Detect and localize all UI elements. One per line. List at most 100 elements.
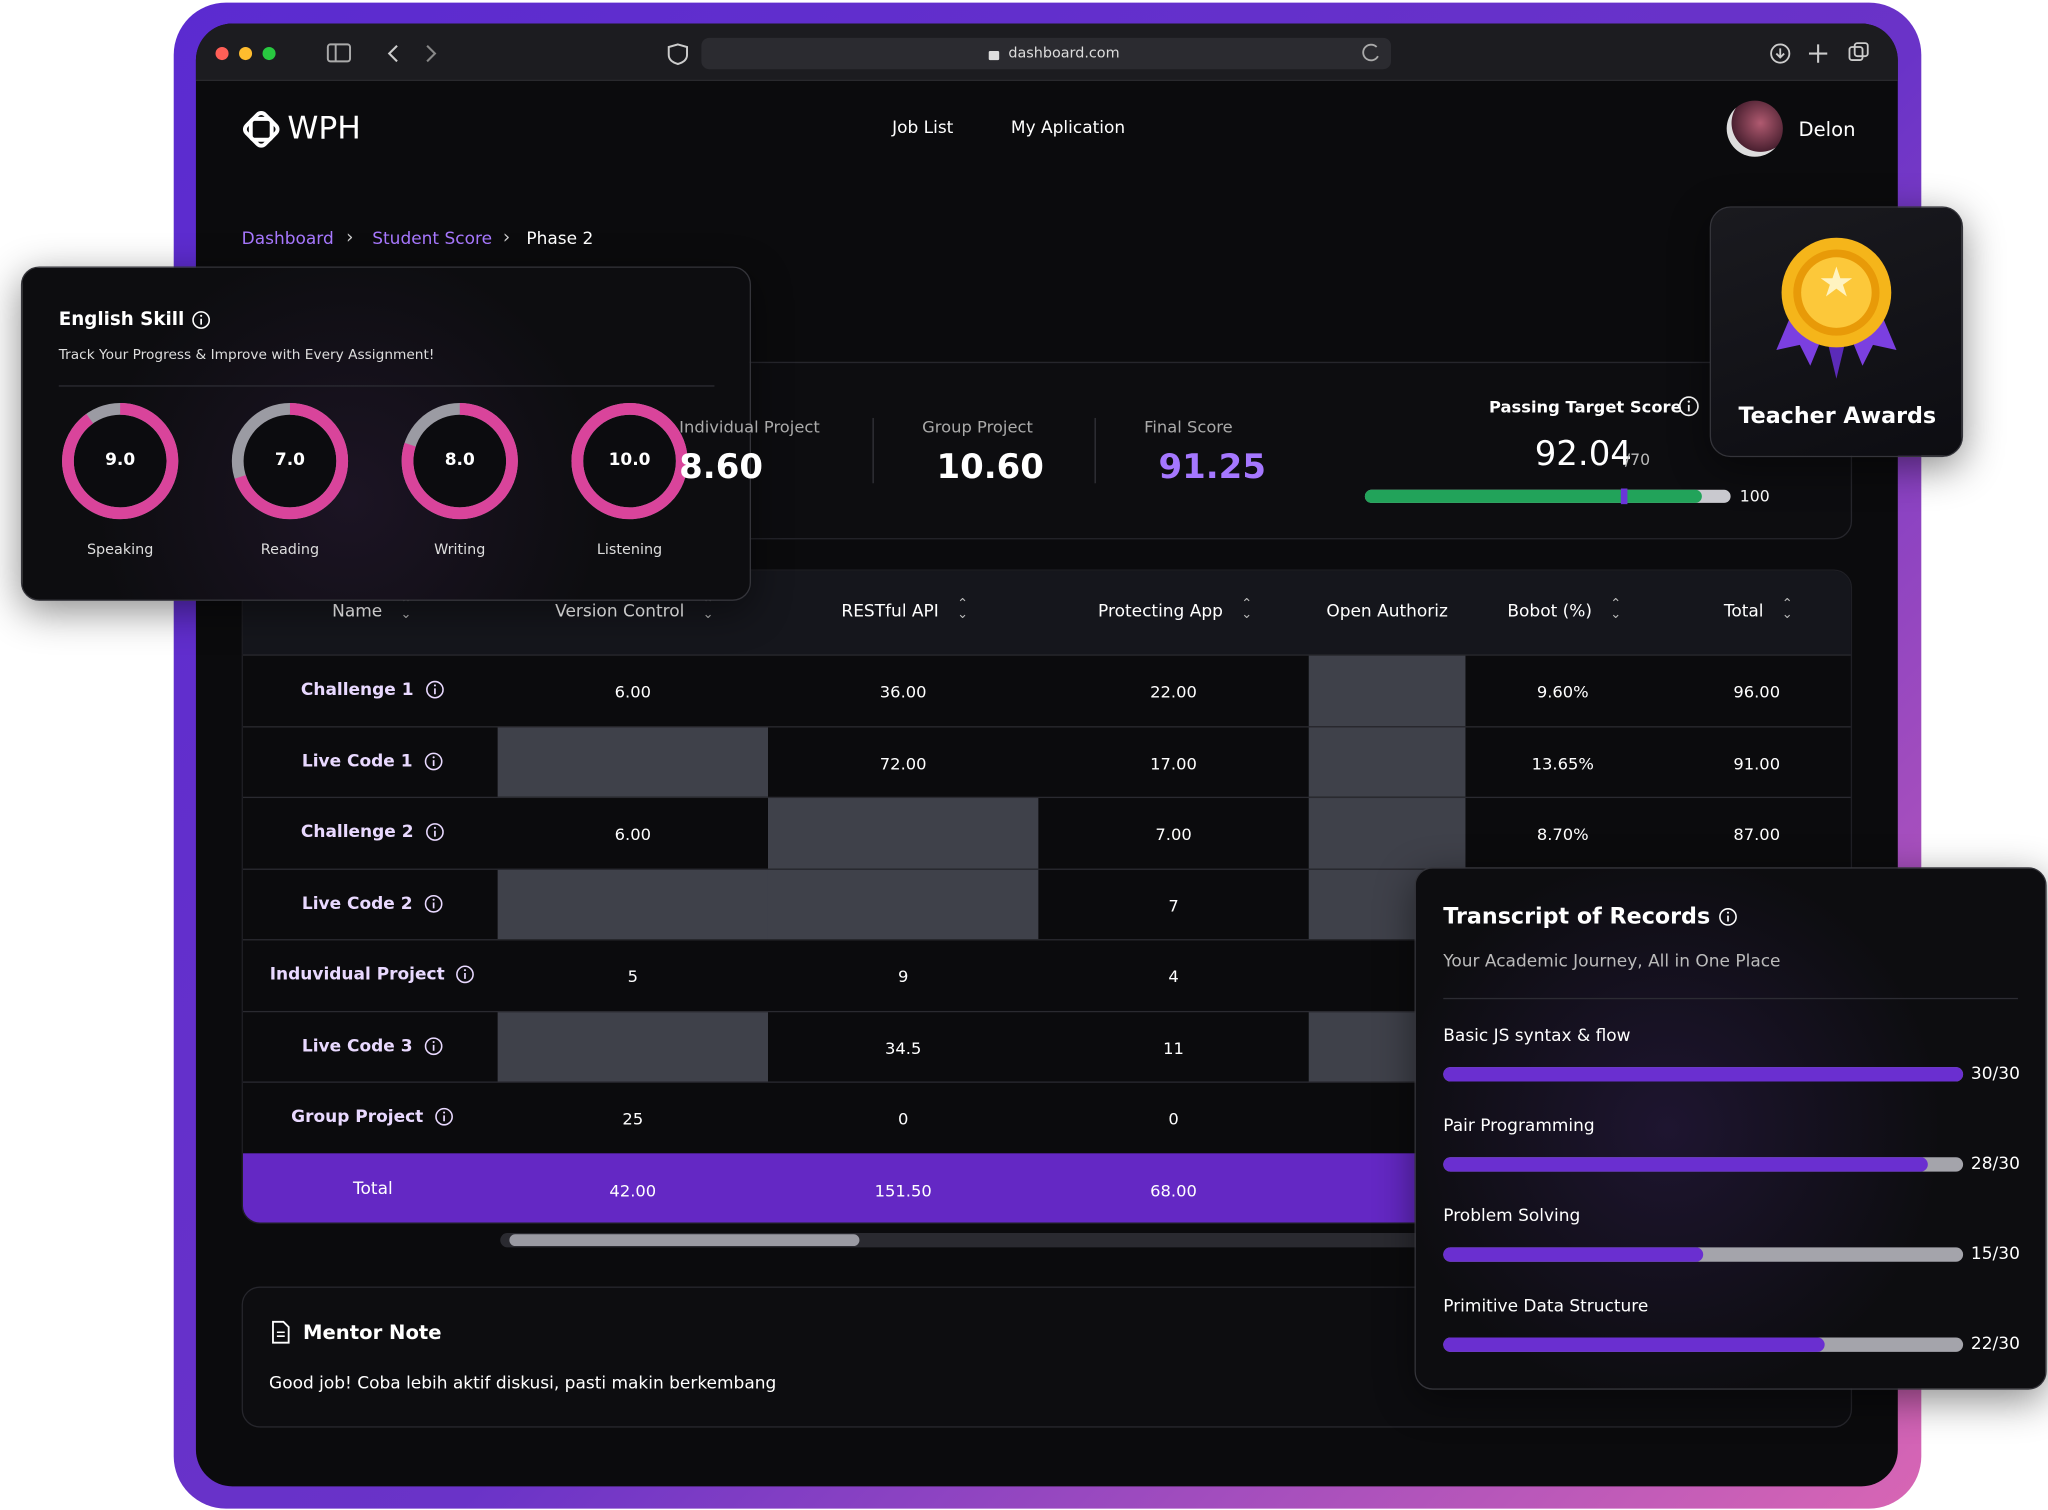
score-label: Final Score xyxy=(1144,416,1233,437)
info-icon[interactable] xyxy=(191,310,212,331)
info-icon[interactable] xyxy=(1718,906,1739,927)
browser-controls xyxy=(215,37,1869,70)
cell: 151.50 xyxy=(874,1180,932,1200)
cell: 0 xyxy=(1168,1108,1179,1129)
row-line xyxy=(242,796,1851,799)
row-name: Live Code 2 xyxy=(301,894,413,914)
logo-icon xyxy=(242,111,280,148)
column-header: Open Authoriz xyxy=(1326,602,1448,622)
score-label: Individual Project xyxy=(679,416,820,437)
scroll-thumb[interactable] xyxy=(509,1234,860,1247)
divider xyxy=(58,385,715,387)
row-name: Challenge 2 xyxy=(300,822,414,843)
note-icon xyxy=(272,1320,290,1344)
breadcrumb[interactable]: Dashboard xyxy=(241,229,334,250)
divider xyxy=(1094,417,1096,484)
target-value: 92.04 xyxy=(1534,434,1632,475)
cell: 9 xyxy=(897,966,909,987)
nav-link[interactable]: My Aplication xyxy=(1010,118,1126,139)
empty-cell xyxy=(1308,726,1466,797)
english-panel: English Skill Track Your Progress & Impro… xyxy=(20,266,752,601)
cell: 68.00 xyxy=(1150,1180,1197,1200)
empty-cell xyxy=(1308,655,1466,726)
skill-arc xyxy=(571,402,688,520)
empty-cell xyxy=(497,1011,768,1082)
nav-link[interactable]: Job List xyxy=(892,118,954,139)
skill-name: Writing xyxy=(434,540,486,558)
skill-ring xyxy=(401,402,518,520)
cell: 96.00 xyxy=(1733,681,1781,702)
course-name: Problem Solving xyxy=(1443,1206,1581,1227)
sort-icon: ⌃ ⌄ xyxy=(400,596,412,622)
empty-cell xyxy=(1308,798,1466,868)
course-score: 22/30 xyxy=(1970,1334,2020,1355)
cell: 5 xyxy=(627,966,638,987)
mentor-title: Mentor Note xyxy=(303,1320,442,1344)
skill-arc xyxy=(62,402,179,520)
row-line xyxy=(242,1010,1851,1012)
info-icon[interactable] xyxy=(423,750,444,771)
breadcrumb-sep: › xyxy=(502,227,511,249)
cell: 91.00 xyxy=(1733,752,1781,773)
logo-text[interactable]: WPH xyxy=(287,109,361,147)
cell: 6.00 xyxy=(614,824,651,844)
course-score: 15/30 xyxy=(1970,1244,2020,1265)
info-icon[interactable] xyxy=(424,822,445,843)
skill-ring xyxy=(62,402,179,520)
cell: 7.00 xyxy=(1155,824,1192,844)
score-value: 91.25 xyxy=(1158,447,1266,488)
row-name: Live Code 3 xyxy=(301,1036,413,1056)
course-score: 28/30 xyxy=(1970,1154,2020,1175)
panel-title: English Skill xyxy=(58,309,185,331)
sort-icon: ⌃ ⌄ xyxy=(1781,596,1793,622)
course-score: 30/30 xyxy=(1970,1064,2020,1085)
sort-icon: ⌃ ⌄ xyxy=(1241,596,1253,622)
skill-value: 8.0 xyxy=(444,450,475,471)
cell: 42.00 xyxy=(609,1180,657,1200)
column-header: Version Control xyxy=(555,602,685,622)
course-name: Primitive Data Structure xyxy=(1443,1296,1649,1317)
cell: 72.00 xyxy=(879,752,927,773)
panel-subtitle: Your Academic Journey, All in One Place xyxy=(1443,952,1781,972)
info-icon[interactable] xyxy=(434,1106,455,1127)
score-value: 8.60 xyxy=(679,447,763,488)
user-name[interactable]: Delon xyxy=(1798,117,1856,142)
skill-arc xyxy=(401,402,518,520)
cell: 7 xyxy=(1168,895,1179,915)
url[interactable]: dashboard.com xyxy=(1008,44,1120,62)
cell: 25 xyxy=(622,1108,644,1129)
target-fill xyxy=(1364,489,1702,503)
info-icon[interactable] xyxy=(423,893,444,914)
total-label: Total xyxy=(353,1178,393,1199)
cell: 13.65% xyxy=(1531,752,1594,773)
award-title: Teacher Awards xyxy=(1738,403,1937,430)
score-value: 10.60 xyxy=(936,447,1044,488)
avatar[interactable] xyxy=(1726,100,1783,157)
sort-icon: ⌃ ⌄ xyxy=(1610,596,1622,622)
row-line xyxy=(242,654,1851,656)
empty-cell xyxy=(497,726,768,797)
cell: 34.5 xyxy=(884,1037,922,1058)
info-icon[interactable] xyxy=(423,1035,444,1056)
info-icon[interactable] xyxy=(424,679,445,700)
skill-arc xyxy=(231,402,349,520)
row-line xyxy=(242,867,1851,870)
divider xyxy=(1443,997,2018,1000)
divider xyxy=(872,417,874,484)
skill-ring xyxy=(571,402,688,520)
empty-cell xyxy=(767,798,1039,868)
course-bar xyxy=(1443,1157,1929,1172)
row-line xyxy=(242,939,1851,941)
target-max: 100 xyxy=(1739,487,1770,506)
cell: 17.00 xyxy=(1150,752,1197,773)
row-name: Live Code 1 xyxy=(301,751,413,772)
info-icon[interactable] xyxy=(455,964,476,985)
transcript-panel: Transcript of Records Your Academic Journ… xyxy=(1414,867,2047,1390)
panel-title: Transcript of Records xyxy=(1443,903,1711,930)
breadcrumb-sep: › xyxy=(346,227,354,249)
target-label: Passing Target Score xyxy=(1488,397,1682,417)
breadcrumb: Phase 2 xyxy=(526,229,594,250)
breadcrumb[interactable]: Student Score xyxy=(372,229,493,250)
cell: 0 xyxy=(897,1108,909,1129)
info-icon[interactable] xyxy=(1677,394,1701,418)
